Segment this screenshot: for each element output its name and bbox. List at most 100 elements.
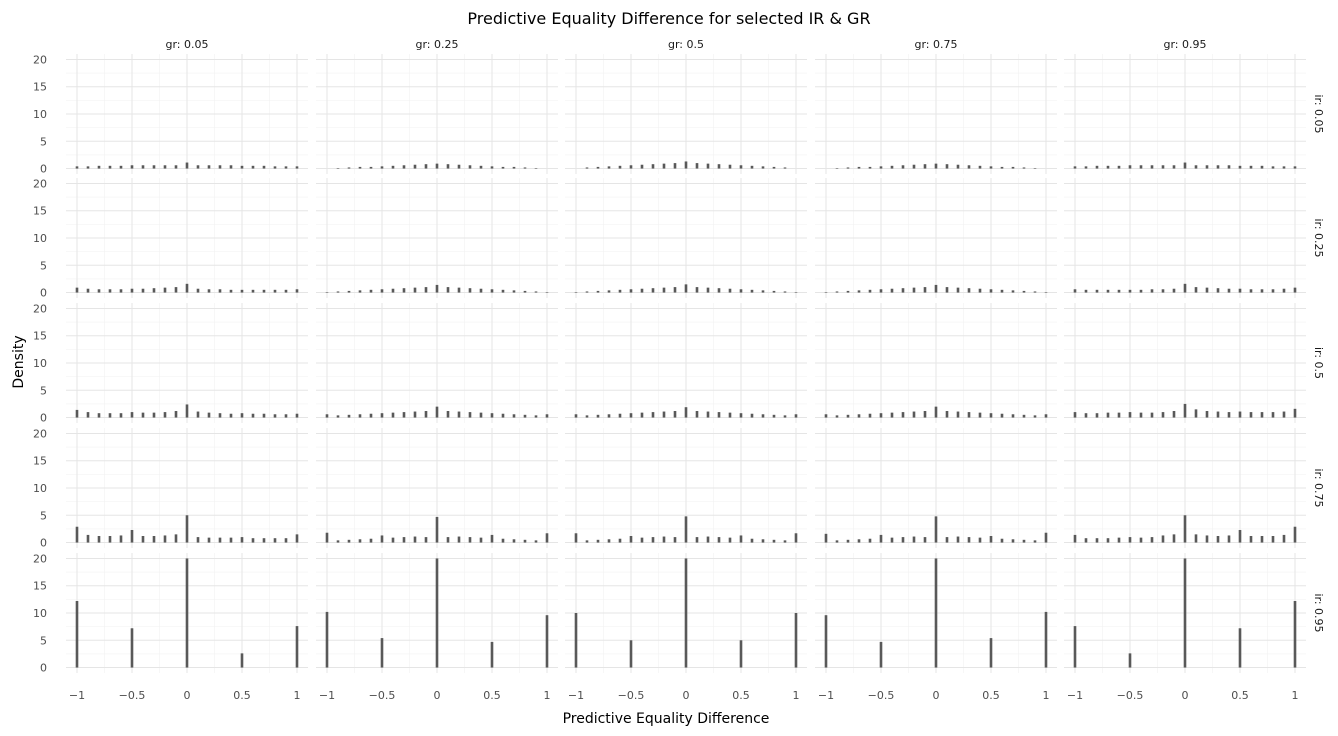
y-tick-label: 15 [33,580,47,593]
histogram-bar [402,537,406,543]
histogram-bar [1194,534,1198,543]
histogram-bar [750,538,754,543]
histogram-bar [523,414,527,418]
histogram-bar [512,290,516,293]
histogram-bar [380,638,384,668]
y-tick-label: 20 [33,53,47,66]
histogram-bar [391,412,395,418]
histogram-bar [295,166,299,169]
histogram-bar [629,289,633,293]
histogram-bar [380,289,384,293]
histogram-bar [783,415,787,418]
x-tick-label: −1 [69,689,85,702]
histogram-bar [835,415,839,418]
chart-title: Predictive Equality Difference for selec… [467,9,870,28]
histogram-bar [490,534,494,543]
histogram-bar [923,411,927,418]
y-tick-label: 0 [40,537,47,550]
histogram-bar [868,166,872,169]
histogram-bar [868,538,872,543]
histogram-bar [545,414,549,418]
histogram-bar [1095,165,1099,169]
panel-ir0-gr1 [316,54,558,174]
histogram-bar [295,413,299,418]
histogram-bar [1128,289,1132,293]
histogram-bar [1095,538,1099,543]
histogram-bar [684,558,688,668]
y-tick-label: 5 [40,135,47,148]
column-strip-label: gr: 0.75 [914,38,957,51]
histogram-bar [585,415,589,418]
histogram-bar [1216,536,1220,543]
histogram-bar [607,166,611,169]
histogram-bar [273,538,277,543]
histogram-bar [978,412,982,418]
histogram-bar [207,412,211,418]
histogram-bar [229,537,233,543]
histogram-bar [1106,412,1110,418]
histogram-bar [1205,411,1209,418]
histogram-bar [662,163,666,169]
histogram-bar [1194,287,1198,293]
panel-ir0-gr0 [66,54,308,174]
histogram-bar [185,558,189,668]
histogram-bar [879,289,883,293]
histogram-bar [1238,165,1242,169]
histogram-bar [523,290,527,293]
histogram-bar [1227,412,1231,418]
histogram-bar [673,163,677,169]
histogram-bar [1205,535,1209,543]
panel-ir3-gr1 [316,428,558,548]
histogram-bar [1282,534,1286,543]
histogram-bar [846,414,850,418]
histogram-bar [846,167,850,169]
histogram-bar [1095,289,1099,293]
histogram-bar [824,615,828,668]
row-strip-label: ir: 0.75 [1312,468,1325,507]
histogram-bar [273,166,277,169]
histogram-bar [1117,412,1121,418]
y-tick-label: 10 [33,232,47,245]
x-tick-label: −1 [1067,689,1083,702]
y-tick-label: 20 [33,552,47,565]
histogram-bar [890,288,894,293]
histogram-bar [662,411,666,418]
histogram-bar [369,413,373,418]
histogram-bar [651,164,655,169]
histogram-bar [424,411,428,418]
histogram-bar [923,537,927,543]
histogram-bar [1183,515,1187,543]
histogram-bar [1073,534,1077,543]
histogram-bar [923,164,927,169]
histogram-bar [717,412,721,418]
histogram-bar [739,535,743,543]
histogram-bar [739,165,743,169]
histogram-bar [1011,414,1015,418]
histogram-bar [380,166,384,169]
histogram-bar [336,540,340,543]
histogram-bar [846,539,850,543]
histogram-bar [912,536,916,543]
histogram-bar [295,626,299,668]
histogram-bar [97,165,101,169]
histogram-bar [295,289,299,293]
histogram-bar [1150,165,1154,169]
histogram-bar [1084,413,1088,418]
x-tick-label: 0 [683,689,690,702]
histogram-bar [240,165,244,169]
histogram-bar [196,537,200,543]
histogram-bar [402,288,406,293]
histogram-bar [1128,165,1132,169]
histogram-bar [1139,165,1143,169]
histogram-bar [1161,289,1165,293]
histogram-bar [717,537,721,543]
histogram-bar [174,165,178,169]
histogram-bar [934,163,938,169]
histogram-bar [251,538,255,543]
histogram-bar [574,292,578,293]
histogram-bar [1172,411,1176,418]
histogram-bar [651,412,655,418]
histogram-bar [794,414,798,418]
histogram-bar [1183,162,1187,169]
histogram-bar [967,412,971,418]
